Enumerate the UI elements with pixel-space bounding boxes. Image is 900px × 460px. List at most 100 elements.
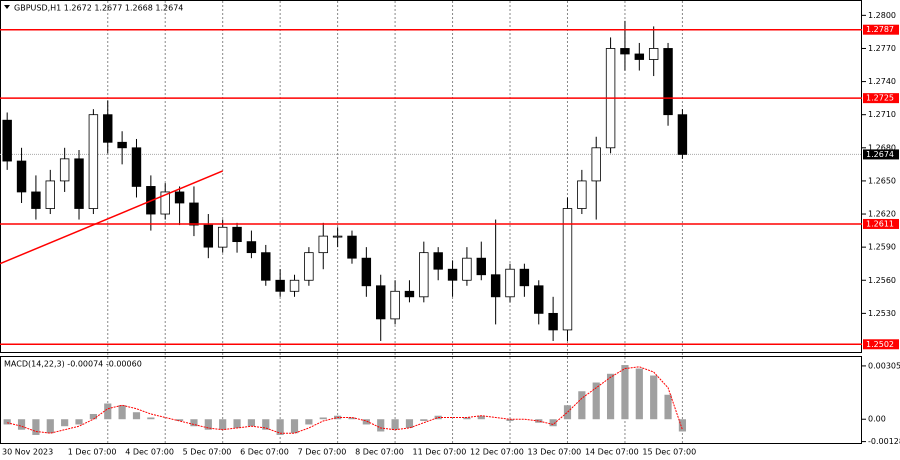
level-label: 1.2725 bbox=[866, 94, 894, 103]
candle-body bbox=[347, 235, 357, 259]
macd-bar bbox=[362, 419, 370, 425]
candle-body bbox=[332, 235, 343, 238]
x-tick-label: 12 Dec 07:00 bbox=[470, 448, 524, 457]
macd-bar bbox=[348, 417, 356, 420]
candle-body bbox=[620, 48, 630, 55]
macd-bar bbox=[621, 365, 629, 420]
macd-bar bbox=[175, 419, 184, 421]
y-tick-label: 1.2530 bbox=[868, 309, 896, 318]
macd-bar bbox=[262, 419, 270, 430]
x-tick-label: 6 Dec 07:00 bbox=[240, 448, 289, 457]
current-price-label: 1.2674 bbox=[866, 150, 894, 159]
x-tick-label: 5 Dec 07:00 bbox=[183, 448, 232, 457]
macd-bar bbox=[477, 415, 485, 420]
macd-bar bbox=[506, 419, 514, 421]
level-tag bbox=[863, 339, 899, 350]
candle-body bbox=[577, 180, 587, 209]
y-tick-label: 1.2740 bbox=[868, 77, 896, 86]
macd-bar bbox=[190, 419, 198, 427]
candle-body bbox=[433, 252, 443, 270]
x-tick-label: 8 Dec 07:00 bbox=[355, 448, 404, 457]
trendline bbox=[0, 170, 223, 265]
candle-body bbox=[2, 119, 12, 162]
candle-body bbox=[390, 290, 400, 320]
candle-body bbox=[304, 252, 314, 281]
y-tick-label: 1.2770 bbox=[868, 44, 896, 53]
candle-body bbox=[419, 252, 429, 298]
macd-bar bbox=[75, 419, 83, 425]
candle-body bbox=[189, 202, 199, 226]
macd-y-tick-label: -0.00128 bbox=[868, 437, 900, 446]
macd-bar bbox=[118, 405, 126, 420]
level-label: 1.2787 bbox=[866, 25, 894, 34]
macd-bar bbox=[635, 368, 643, 420]
macd-bar bbox=[204, 419, 212, 430]
candle-body bbox=[160, 191, 170, 215]
candle-body bbox=[361, 257, 372, 287]
macd-bar bbox=[549, 419, 557, 427]
macd-bar bbox=[578, 391, 586, 420]
x-tick-label: 7 Dec 07:00 bbox=[298, 448, 347, 457]
candle-body bbox=[45, 180, 55, 209]
candle-body bbox=[677, 114, 688, 155]
macd-bar bbox=[61, 419, 69, 427]
candle-body bbox=[376, 285, 386, 320]
macd-y-tick-label: 0.00 bbox=[868, 415, 886, 424]
macd-bar bbox=[535, 419, 543, 423]
x-tick-label: 11 Dec 07:00 bbox=[413, 448, 467, 457]
macd-bar bbox=[3, 419, 11, 425]
candle-body bbox=[88, 114, 99, 209]
candle-body bbox=[131, 147, 142, 187]
macd-bar bbox=[219, 419, 227, 430]
macd-bar bbox=[132, 412, 141, 420]
macd-bar bbox=[17, 419, 26, 430]
macd-bar bbox=[89, 413, 97, 420]
y-tick-label: 1.2620 bbox=[868, 210, 896, 219]
macd-bar bbox=[391, 419, 399, 430]
chart-title: GBPUSD,H1 1.2672 1.2677 1.2668 1.2674 bbox=[14, 4, 183, 13]
macd-bar bbox=[290, 419, 299, 434]
macd-bar bbox=[233, 419, 241, 428]
candle-body bbox=[31, 191, 41, 209]
macd-bar bbox=[563, 405, 572, 420]
candle-body bbox=[261, 252, 271, 281]
x-tick-label: 15 Dec 07:00 bbox=[642, 448, 696, 457]
level-tag bbox=[863, 24, 899, 35]
x-tick-label: 14 Dec 07:00 bbox=[585, 448, 639, 457]
candle-body bbox=[476, 257, 486, 276]
level-label: 1.2502 bbox=[866, 340, 894, 349]
macd-bar bbox=[276, 419, 284, 435]
candle-body bbox=[117, 141, 127, 149]
candle-body bbox=[16, 160, 27, 193]
candle-body bbox=[447, 268, 458, 281]
macd-bar bbox=[305, 419, 313, 425]
y-tick-label: 1.2680 bbox=[868, 143, 896, 152]
candle-body bbox=[548, 312, 558, 331]
candle-body bbox=[663, 48, 673, 116]
y-tick-label: 1.2800 bbox=[868, 11, 896, 20]
candle-body bbox=[591, 147, 601, 182]
x-tick-label: 13 Dec 07:00 bbox=[527, 448, 581, 457]
macd-bar bbox=[147, 417, 155, 420]
candle-body bbox=[103, 114, 113, 143]
macd-bar bbox=[650, 375, 658, 420]
macd-bar bbox=[46, 419, 54, 434]
price-tag bbox=[863, 149, 899, 160]
signal-line bbox=[7, 366, 683, 434]
candle-body bbox=[275, 279, 285, 292]
level-tag bbox=[863, 218, 899, 229]
candle-body bbox=[203, 224, 214, 248]
macd-bar bbox=[463, 417, 471, 420]
macd-bar bbox=[678, 419, 687, 432]
y-tick-label: 1.2560 bbox=[868, 276, 896, 285]
candle-body bbox=[246, 241, 257, 254]
macd-panel bbox=[0, 356, 862, 444]
candle-body bbox=[232, 226, 242, 243]
candle-body bbox=[217, 226, 228, 248]
candle-body bbox=[562, 208, 573, 331]
candle-body bbox=[648, 48, 659, 60]
macd-title: MACD(14,22,3) -0.00074 -0.00060 bbox=[4, 360, 142, 369]
macd-bar bbox=[32, 419, 40, 435]
macd-bar bbox=[606, 373, 615, 420]
